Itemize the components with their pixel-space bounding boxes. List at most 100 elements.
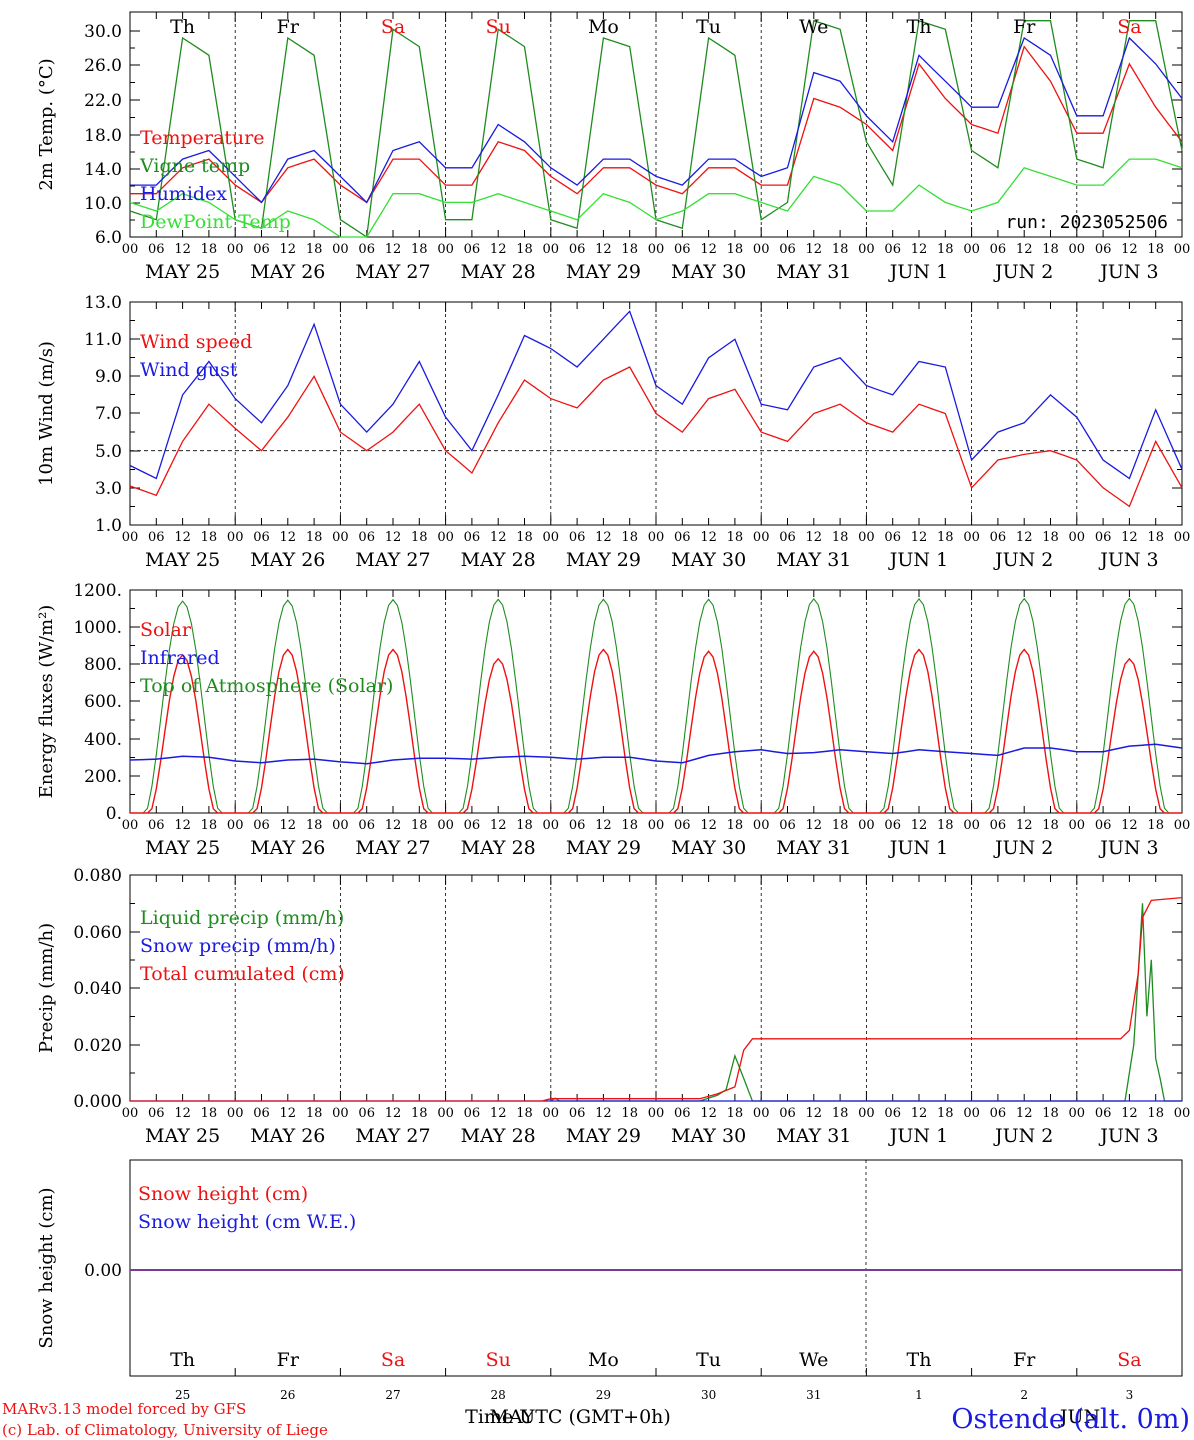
- date-label: MAY 26: [250, 1125, 325, 1147]
- hour-label: 06: [358, 1106, 375, 1121]
- hour-label: 06: [148, 1106, 165, 1121]
- day-number: 27: [385, 1388, 400, 1402]
- hour-label: 18: [937, 530, 954, 545]
- hour-label: 00: [227, 1106, 244, 1121]
- hour-label: 12: [700, 1106, 717, 1121]
- hour-label: 00: [648, 1106, 665, 1121]
- hour-label: 18: [306, 1106, 323, 1121]
- panel-1: [129, 11, 1183, 238]
- hour-label: 00: [332, 818, 349, 833]
- legend-humidex: Humidex: [140, 183, 227, 205]
- y-tick-label: 26.0: [84, 56, 122, 76]
- series-dewpoint-temp: [129, 158, 1183, 238]
- date-label: MAY 30: [671, 1125, 746, 1147]
- date-label: MAY 25: [145, 1125, 220, 1147]
- hour-label: 12: [700, 530, 717, 545]
- series-temperature: [130, 45, 1183, 204]
- day-name: Fr: [1013, 1349, 1036, 1371]
- y-tick-label: 0.040: [73, 979, 122, 999]
- hour-label: 06: [884, 1106, 901, 1121]
- hour-label: 12: [1121, 530, 1138, 545]
- date-label: MAY 26: [250, 261, 325, 283]
- day-number: 1: [915, 1388, 923, 1402]
- day-name: Tu: [696, 1349, 721, 1371]
- hour-label: 00: [753, 530, 770, 545]
- date-label: MAY 31: [776, 261, 851, 283]
- hour-label: 12: [911, 242, 928, 257]
- hour-label: 18: [411, 242, 428, 257]
- date-label: MAY 28: [461, 1125, 536, 1147]
- hour-label: 12: [490, 530, 507, 545]
- hour-label: 00: [543, 1106, 560, 1121]
- y-tick-label: 0.000: [73, 1092, 122, 1112]
- day-number: 30: [701, 1388, 716, 1402]
- hour-label: 18: [832, 530, 849, 545]
- hour-label: 00: [1174, 530, 1191, 545]
- hour-label: 18: [201, 530, 218, 545]
- hour-label: 00: [437, 530, 454, 545]
- hour-label: 12: [280, 818, 297, 833]
- date-label: MAY 28: [461, 549, 536, 571]
- y-tick-label: 9.0: [95, 367, 122, 387]
- legend-temperature: Temperature: [140, 127, 264, 149]
- hour-label: 00: [543, 242, 560, 257]
- date-label: JUN 2: [993, 549, 1053, 571]
- month-label: JUN: [1058, 1406, 1100, 1428]
- hour-label: 06: [464, 242, 481, 257]
- date-label: MAY 25: [145, 261, 220, 283]
- date-label: JUN 3: [1098, 261, 1158, 283]
- hour-label: 06: [674, 242, 691, 257]
- date-label: MAY 30: [671, 837, 746, 859]
- day-name: We: [799, 1349, 828, 1371]
- hour-label: 12: [1121, 242, 1138, 257]
- hour-label: 12: [1016, 818, 1033, 833]
- date-label: MAY 30: [671, 549, 746, 571]
- hour-label: 12: [490, 242, 507, 257]
- hour-label: 12: [490, 818, 507, 833]
- day-name: Mo: [588, 1349, 619, 1371]
- hour-label: 06: [253, 242, 270, 257]
- hour-label: 12: [280, 1106, 297, 1121]
- run-label: run: 2023052506: [1005, 212, 1168, 233]
- hour-label: 12: [911, 530, 928, 545]
- y-axis-label: Energy fluxes (W/m²): [36, 605, 57, 799]
- hour-label: 06: [464, 530, 481, 545]
- hour-label: 18: [832, 1106, 849, 1121]
- hour-label: 12: [174, 242, 191, 257]
- hour-label: 18: [516, 530, 533, 545]
- hour-label: 18: [1147, 1106, 1164, 1121]
- hour-label: 18: [1042, 1106, 1059, 1121]
- legend-liquid-precip-mm-h: Liquid precip (mm/h): [140, 907, 344, 929]
- y-tick-label: 7.0: [95, 404, 122, 424]
- hour-label: 18: [727, 1106, 744, 1121]
- legend-vigne-temp: Vigne temp: [139, 155, 250, 177]
- series-wind-speed: [129, 366, 1183, 508]
- legend-wind-speed: Wind speed: [140, 331, 252, 353]
- hour-label: 06: [990, 1106, 1007, 1121]
- hour-label: 12: [700, 818, 717, 833]
- day-name: Th: [907, 1349, 932, 1371]
- date-label: MAY 31: [776, 837, 851, 859]
- hour-label: 18: [516, 242, 533, 257]
- y-tick-label: 1200.: [73, 581, 122, 601]
- hour-label: 00: [227, 242, 244, 257]
- hour-label: 00: [332, 530, 349, 545]
- hour-label: 06: [358, 242, 375, 257]
- panel-4: [129, 874, 1183, 1102]
- hour-label: 06: [253, 530, 270, 545]
- date-label: MAY 31: [776, 1125, 851, 1147]
- hour-label: 18: [937, 818, 954, 833]
- day-number: 28: [491, 1388, 506, 1402]
- month-label: MAY: [490, 1406, 535, 1428]
- hour-label: 12: [385, 1106, 402, 1121]
- hour-label: 18: [411, 1106, 428, 1121]
- y-tick-label: 14.0: [84, 160, 122, 180]
- legend-wind-gust: Wind gust: [140, 359, 238, 381]
- legend-top-of-atmosphere-solar: Top of Atmosphere (Solar): [140, 675, 393, 697]
- panel-2: [129, 301, 1183, 526]
- date-label: JUN 2: [993, 837, 1053, 859]
- hour-label: 00: [122, 242, 139, 257]
- hour-label: 18: [306, 242, 323, 257]
- day-name: Su: [486, 1349, 511, 1371]
